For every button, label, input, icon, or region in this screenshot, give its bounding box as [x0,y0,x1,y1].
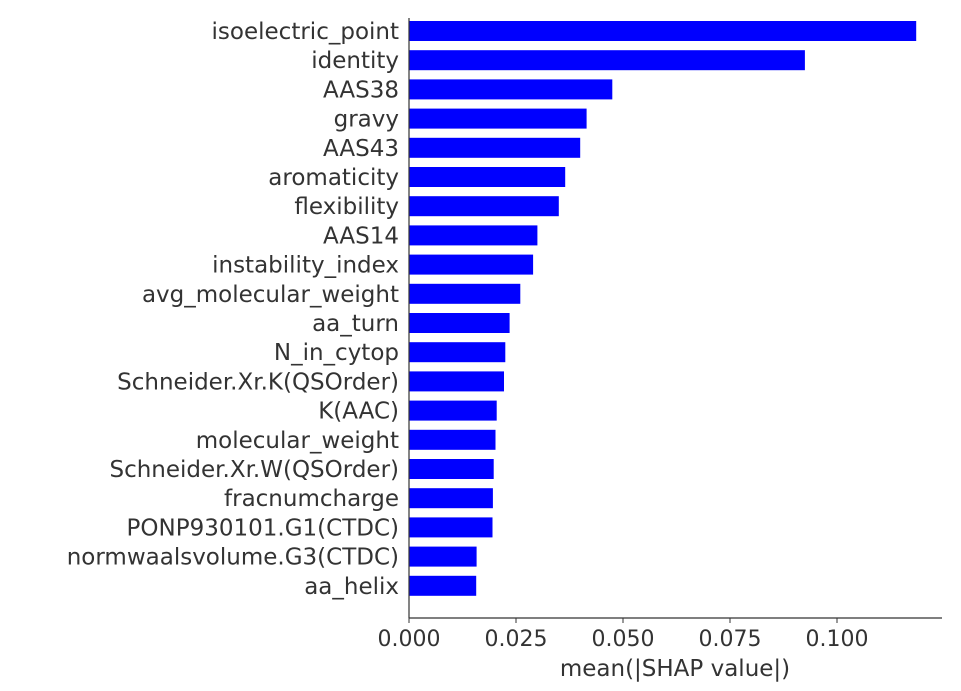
category-label: N_in_cytop [274,340,399,366]
bar-avg_molecular_weight [409,283,521,304]
category-label: fracnumcharge [224,486,399,512]
bar-molecular_weight [409,429,496,450]
category-label: aa_turn [312,311,399,337]
category-label: instability_index [212,253,399,279]
category-label: aa_helix [304,574,399,600]
x-tick-label: 0.075 [699,627,762,652]
category-label: molecular_weight [196,428,399,454]
x-axis-title: mean(|SHAP value|) [560,656,790,682]
category-label: flexibility [294,194,399,220]
category-label: avg_molecular_weight [142,282,399,308]
category-label: PONP930101.G1(CTDC) [127,515,399,541]
category-label: gravy [334,107,399,133]
category-label: Schneider.Xr.K(QSOrder) [117,369,399,395]
category-labels: isoelectric_point identity AAS38 gravy AAS43… [67,19,399,600]
bar-identity [409,50,805,71]
category-label: identity [311,48,399,74]
bar-AAS38 [409,79,613,100]
bar-aa_helix [409,575,477,596]
bar-AAS43 [409,137,581,158]
category-label: aromaticity [268,165,399,191]
category-label: K(AAC) [318,399,399,425]
bar-aa_turn [409,313,510,333]
bar-K(AAC) [409,400,497,421]
bar-isoelectric_point [409,21,917,41]
bar-gravy [409,108,587,129]
x-tick-label: 0.025 [485,627,548,652]
category-label: AAS38 [323,77,399,103]
x-ticks: 0.000 0.025 0.050 0.075 0.100 [378,618,869,652]
bar-AAS14 [409,225,538,246]
x-tick-label: 0.050 [592,627,655,652]
bar-normwaalsvolume.G3(CTDC) [409,546,477,567]
bar-Schneider.Xr.W(QSOrder) [409,459,494,479]
x-tick-label: 0.000 [378,627,441,652]
category-label: AAS14 [323,223,399,249]
category-label: normwaalsvolume.G3(CTDC) [67,545,399,571]
bars-group [409,21,917,596]
bar-PONP930101.G1(CTDC) [409,517,493,538]
bar-N_in_cytop [409,342,506,363]
bar-aromaticity [409,167,566,187]
bar-flexibility [409,196,559,217]
bar-Schneider.Xr.K(QSOrder) [409,371,504,392]
category-label: Schneider.Xr.W(QSOrder) [109,457,399,483]
category-label: AAS43 [323,136,399,162]
x-tick-label: 0.100 [806,627,869,652]
category-label: isoelectric_point [212,19,399,45]
bar-fracnumcharge [409,488,493,509]
bar-instability_index [409,254,534,275]
